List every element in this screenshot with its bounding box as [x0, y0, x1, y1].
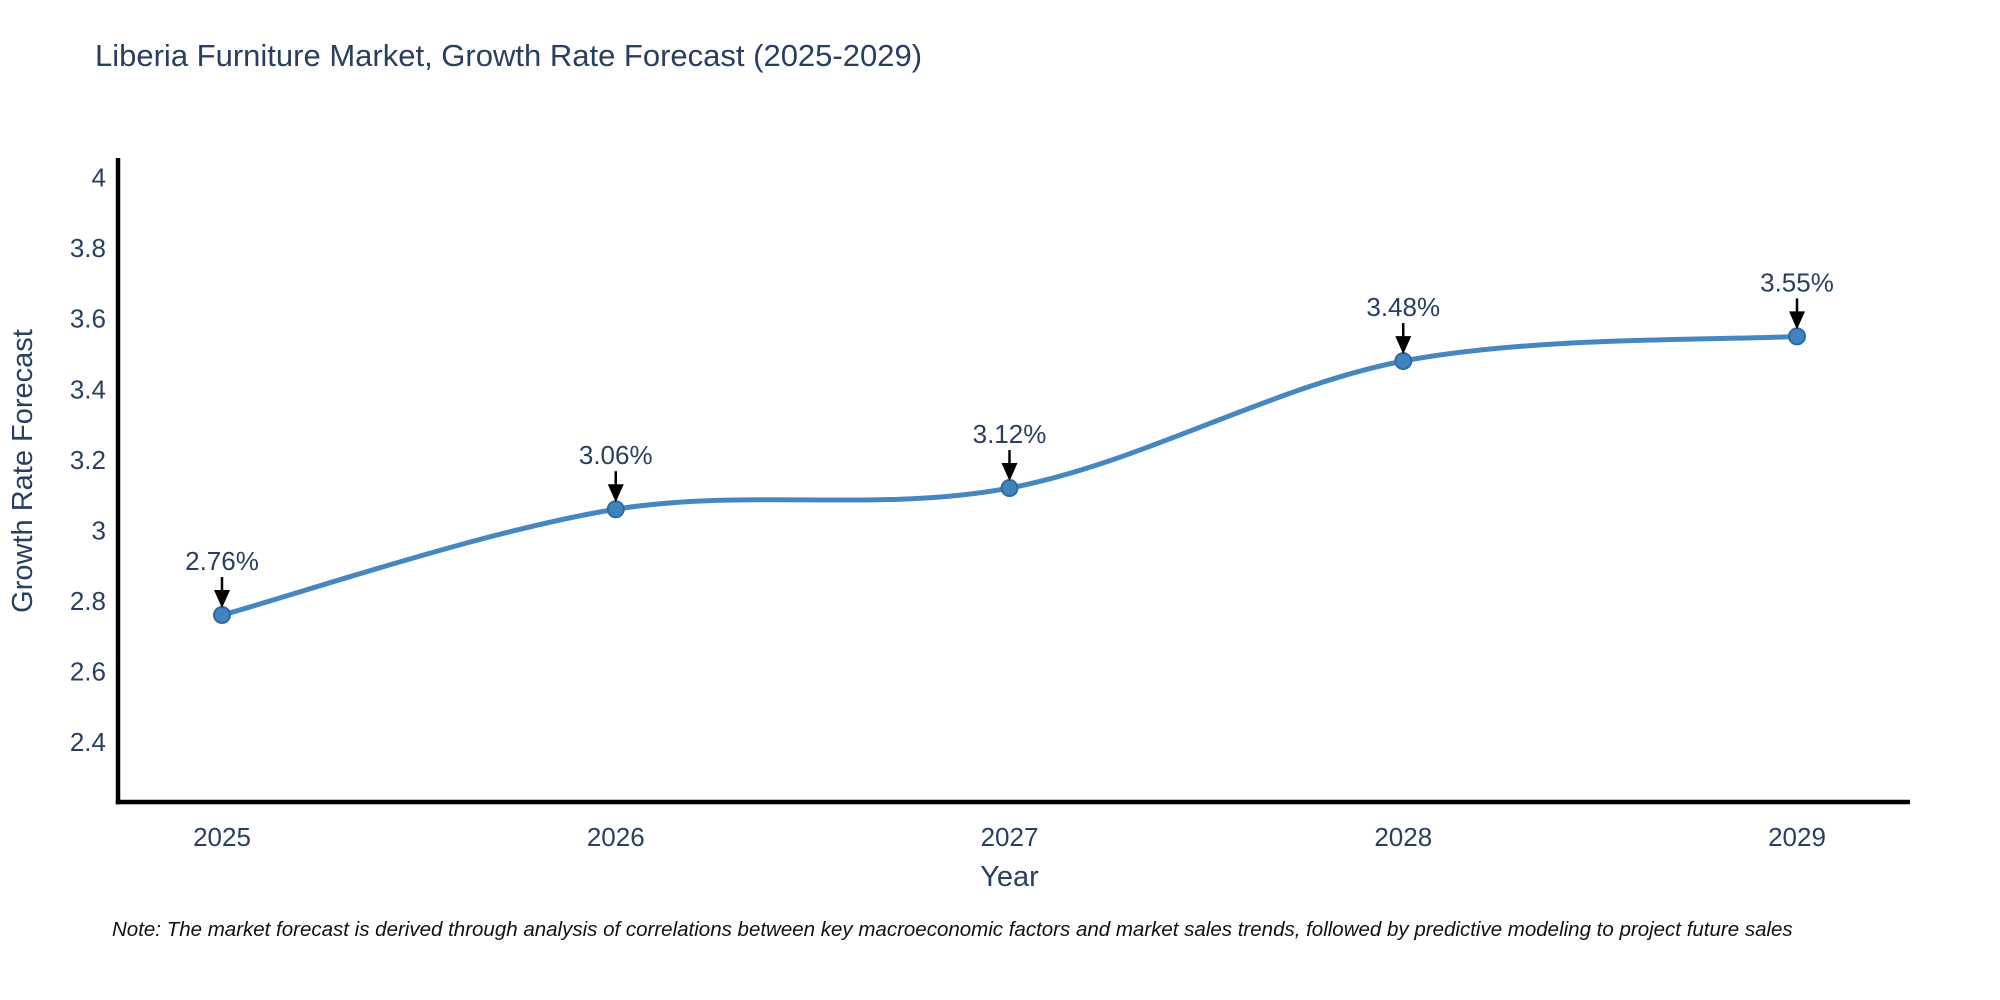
data-point: [1394, 352, 1413, 371]
data-point: [213, 606, 231, 625]
point-annotation-label: 3.06%: [579, 440, 653, 470]
data-point: [606, 500, 625, 519]
point-annotation-label: 3.55%: [1760, 267, 1834, 297]
point-annotation-label: 3.12%: [973, 419, 1047, 449]
y-tick-label: 3: [92, 515, 106, 545]
annotation-arrowhead-icon: [214, 590, 230, 609]
x-axis-title: Year: [980, 861, 1039, 893]
y-tick-label: 3.8: [70, 233, 106, 263]
axis-titles: Year Growth Rate Forecast: [7, 329, 1039, 893]
y-tick-label: 4: [92, 163, 106, 193]
x-tick-label: 2029: [1768, 822, 1826, 852]
y-tick-label: 2.6: [70, 656, 106, 686]
y-tick-label: 3.6: [70, 304, 106, 334]
x-tick-label: 2025: [193, 822, 251, 852]
annotation-arrowhead-icon: [1395, 336, 1412, 355]
x-tick-label: 2028: [1374, 822, 1432, 852]
y-tick-label: 2.4: [70, 727, 106, 757]
chart-title: Liberia Furniture Market, Growth Rate Fo…: [95, 38, 923, 73]
y-tick-label: 3.2: [70, 445, 106, 475]
axes: [115, 158, 1910, 805]
footnote: Note: The market forecast is derived thr…: [112, 918, 1793, 941]
y-tick-label: 3.4: [70, 374, 106, 404]
annotation-arrowhead-icon: [1001, 463, 1018, 482]
annotation-arrowhead-icon: [1789, 311, 1805, 330]
point-annotations: 2.76% 3.06% 3.12% 3.48% 3.55%: [185, 267, 1834, 609]
point-annotation-label: 2.76%: [185, 546, 259, 576]
y-tick-label: 2.8: [70, 586, 106, 616]
y-axis-title: Growth Rate Forecast: [7, 329, 39, 613]
x-tick-label: 2027: [981, 822, 1039, 852]
data-point: [1000, 479, 1019, 498]
x-tick-label: 2026: [587, 822, 645, 852]
annotation-arrowhead-icon: [607, 484, 624, 503]
x-tick-labels: 2025 2026 2027 2028 2029: [193, 822, 1826, 852]
data-point: [1788, 327, 1806, 346]
y-tick-labels: 2.4 2.6 2.8 3 3.2 3.4 3.6 3.8 4: [70, 163, 106, 757]
point-annotation-label: 3.48%: [1366, 292, 1440, 322]
